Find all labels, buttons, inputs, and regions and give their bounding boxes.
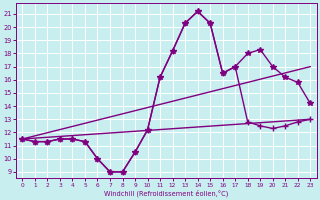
X-axis label: Windchill (Refroidissement éolien,°C): Windchill (Refroidissement éolien,°C)	[104, 189, 228, 197]
